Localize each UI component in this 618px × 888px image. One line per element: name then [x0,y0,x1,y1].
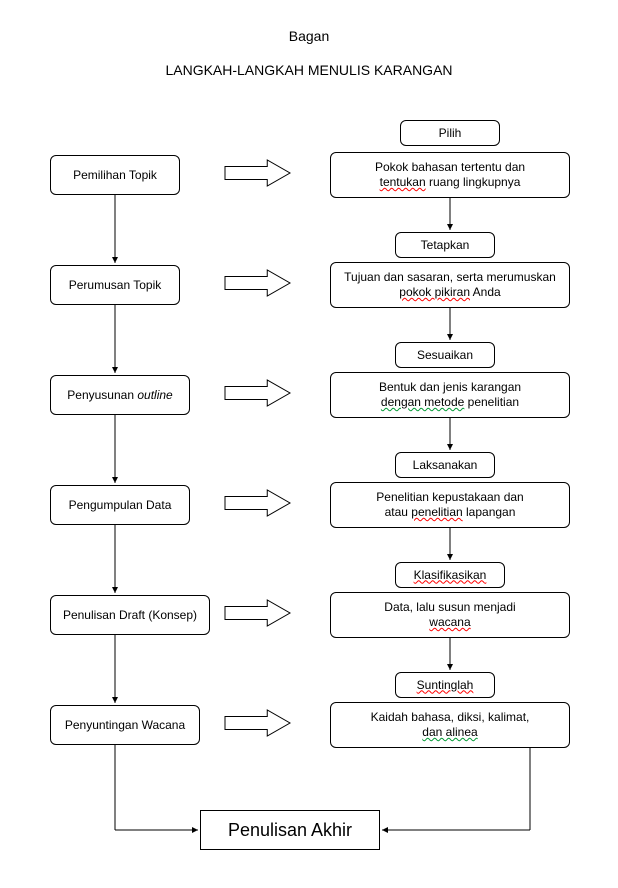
left-step-4: Pengumpulan Data [50,485,190,525]
right-body-3: Bentuk dan jenis karangandengan metode p… [330,372,570,418]
right-header-4: Laksanakan [395,452,495,478]
right-body-2: Tujuan dan sasaran, serta merumuskanpoko… [330,262,570,308]
page-title-2: LANGKAH-LANGKAH MENULIS KARANGAN [0,62,618,78]
left-step-5: Penulisan Draft (Konsep) [50,595,210,635]
left-step-2: Perumusan Topik [50,265,180,305]
right-body-1: Pokok bahasan tertentu dantentukan ruang… [330,152,570,198]
right-header-6: Suntinglah [395,672,495,698]
arrows-layer [0,0,618,888]
right-header-3: Sesuaikan [395,342,495,368]
left-step-3: Penyusunan outline [50,375,190,415]
left-step-1: Pemilihan Topik [50,155,180,195]
page-title-1: Bagan [0,28,618,44]
right-header-1: Pilih [400,120,500,146]
right-body-4: Penelitian kepustakaan danatau penelitia… [330,482,570,528]
final-step: Penulisan Akhir [200,810,380,850]
right-header-5: Klasifikasikan [395,562,505,588]
left-step-6: Penyuntingan Wacana [50,705,200,745]
right-header-2: Tetapkan [395,232,495,258]
right-body-6: Kaidah bahasa, diksi, kalimat,dan alinea [330,702,570,748]
right-body-5: Data, lalu susun menjadiwacana [330,592,570,638]
